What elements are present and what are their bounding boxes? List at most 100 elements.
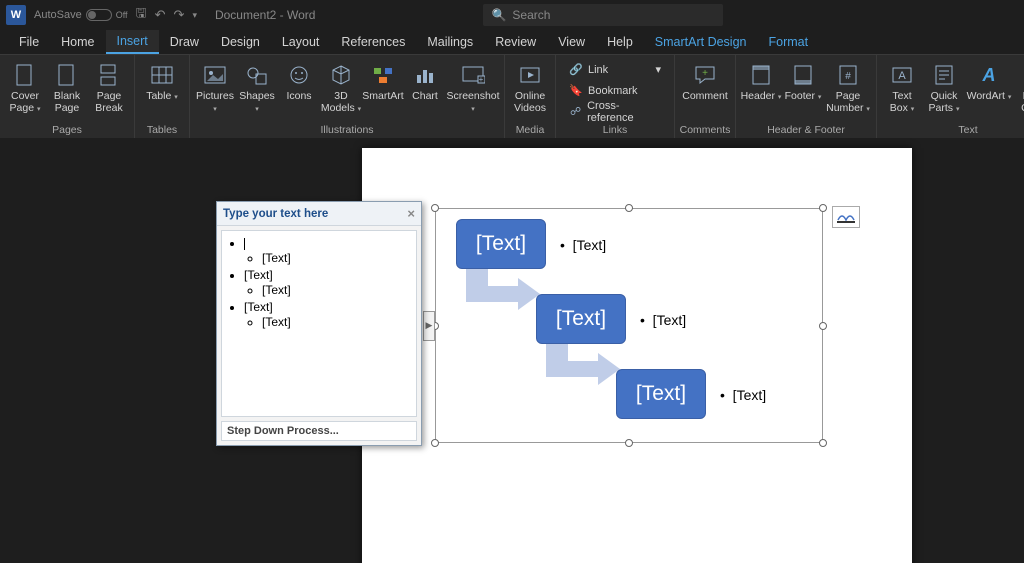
group-label: Links xyxy=(560,124,670,138)
search-input[interactable]: 🔍 Search xyxy=(483,4,723,26)
tab-references[interactable]: References xyxy=(330,31,416,53)
link-label: Link xyxy=(588,64,608,76)
table-icon xyxy=(150,61,174,89)
autosave-label: AutoSave xyxy=(34,9,82,21)
footer-button[interactable]: Footer ▾ xyxy=(782,57,824,124)
quick-parts-button[interactable]: QuickParts ▾ xyxy=(923,57,965,124)
resize-handle[interactable] xyxy=(819,439,827,447)
smartart-box-2[interactable]: [Text] xyxy=(616,369,706,419)
drop-cap-button[interactable]: DropCap ▾ xyxy=(1013,57,1024,124)
tab-help[interactable]: Help xyxy=(596,31,644,53)
page-number-button[interactable]: PageNumber ▾ xyxy=(824,57,872,124)
tab-file[interactable]: File xyxy=(8,31,50,53)
smartart-frame[interactable]: ▶ [Text]• [Text][Text]• [Text][Text]• [T… xyxy=(435,208,823,443)
word-app-icon: W xyxy=(6,5,26,25)
textpane-title-label: Type your text here xyxy=(223,208,328,220)
smartart-button[interactable]: SmartArt xyxy=(362,57,404,124)
chart-button[interactable]: Chart xyxy=(404,57,446,124)
group-comments: CommentComments xyxy=(675,55,736,138)
screenshot-icon xyxy=(461,61,485,89)
smartart-bullet-2[interactable]: • [Text] xyxy=(720,387,766,403)
list-item[interactable]: [Text] xyxy=(262,250,410,266)
tab-format[interactable]: Format xyxy=(757,31,819,53)
page-number-label: PageNumber ▾ xyxy=(826,91,870,114)
header-button[interactable]: Header ▾ xyxy=(740,57,782,124)
list-item[interactable]: [Text] xyxy=(262,282,410,298)
tab-mailings[interactable]: Mailings xyxy=(416,31,484,53)
group-label: Illustrations xyxy=(194,124,500,138)
tab-home[interactable]: Home xyxy=(50,31,105,53)
page[interactable]: ▶ [Text] • [Text] [Text] • [Text] [Text] • [T… xyxy=(362,148,912,563)
blank-page-button[interactable]: BlankPage xyxy=(46,57,88,124)
smartart-box-1[interactable]: [Text] xyxy=(536,294,626,344)
search-icon: 🔍 xyxy=(491,8,506,22)
smartart-bullet-1[interactable]: • [Text] xyxy=(640,312,686,328)
redo-icon[interactable]: ↷ xyxy=(174,7,185,23)
group-label: Comments xyxy=(679,124,731,138)
smartart-text-pane[interactable]: Type your text here × [Text][Text][Text]… xyxy=(216,201,422,446)
icons-icon xyxy=(287,61,311,89)
tab-view[interactable]: View xyxy=(547,31,596,53)
page-number-icon xyxy=(836,61,860,89)
layout-options-icon xyxy=(837,210,855,224)
resize-handle[interactable] xyxy=(625,439,633,447)
shapes-icon xyxy=(245,61,269,89)
3d-models-button[interactable]: 3DModels ▾ xyxy=(320,57,362,124)
resize-handle[interactable] xyxy=(819,204,827,212)
quick-parts-label: QuickParts ▾ xyxy=(929,91,960,114)
resize-handle[interactable] xyxy=(625,204,633,212)
resize-handle[interactable] xyxy=(819,322,827,330)
shapes-label: Shapes ▾ xyxy=(236,91,278,114)
layout-options-button[interactable] xyxy=(832,206,860,228)
chart-icon xyxy=(413,61,437,89)
group-text: TextBox ▾QuickParts ▾WordArt ▾DropCap ▾T… xyxy=(877,55,1024,138)
pictures-button[interactable]: Pictures ▾ xyxy=(194,57,236,124)
icons-button[interactable]: Icons xyxy=(278,57,320,124)
smartart-bullet-0[interactable]: • [Text] xyxy=(560,237,606,253)
screenshot-label: Screenshot ▾ xyxy=(446,91,500,114)
list-item[interactable]: [Text][Text] xyxy=(244,267,410,299)
cross-ref-button[interactable]: ☍Cross-reference xyxy=(566,102,664,122)
tab-insert[interactable]: Insert xyxy=(106,30,159,54)
cross-ref-label: Cross-reference xyxy=(587,100,661,124)
textpane-body[interactable]: [Text][Text][Text][Text][Text] xyxy=(221,230,417,417)
tab-review[interactable]: Review xyxy=(484,31,547,53)
comment-button[interactable]: Comment xyxy=(679,57,731,124)
page-break-button[interactable]: PageBreak xyxy=(88,57,130,124)
qat-dropdown-icon[interactable]: ▾ xyxy=(192,10,197,21)
textpane-titlebar[interactable]: Type your text here × xyxy=(217,202,421,226)
tab-design[interactable]: Design xyxy=(210,31,271,53)
table-button[interactable]: Table ▾ xyxy=(139,57,185,124)
smartart-box-0[interactable]: [Text] xyxy=(456,219,546,269)
online-videos-button[interactable]: OnlineVideos xyxy=(509,57,551,124)
tab-draw[interactable]: Draw xyxy=(159,31,210,53)
online-videos-label: OnlineVideos xyxy=(514,91,546,114)
resize-handle[interactable] xyxy=(431,204,439,212)
resize-handle[interactable] xyxy=(431,439,439,447)
textpane-footer: Step Down Process... xyxy=(221,421,417,441)
list-item[interactable]: [Text][Text] xyxy=(244,299,410,331)
group-label: Header & Footer xyxy=(740,124,872,138)
list-item[interactable]: [Text] xyxy=(244,235,410,267)
textpane-toggle-icon[interactable]: ▶ xyxy=(423,311,435,341)
tab-layout[interactable]: Layout xyxy=(271,31,331,53)
footer-label: Footer ▾ xyxy=(785,91,822,103)
text-box-button[interactable]: TextBox ▾ xyxy=(881,57,923,124)
cover-page-icon xyxy=(13,61,37,89)
wordart-button[interactable]: WordArt ▾ xyxy=(965,57,1013,124)
blank-page-icon xyxy=(55,61,79,89)
footer-icon xyxy=(791,61,815,89)
screenshot-button[interactable]: Screenshot ▾ xyxy=(446,57,500,124)
undo-icon[interactable]: ↶ xyxy=(155,7,166,23)
cover-page-button[interactable]: CoverPage ▾ xyxy=(4,57,46,124)
list-item[interactable]: [Text] xyxy=(262,314,410,330)
autosave-toggle[interactable]: AutoSave Off xyxy=(34,9,128,21)
shapes-button[interactable]: Shapes ▾ xyxy=(236,57,278,124)
smartart-icon xyxy=(371,61,395,89)
tab-smartart-design[interactable]: SmartArt Design xyxy=(644,31,758,53)
save-icon[interactable]: 🖫 xyxy=(136,4,147,26)
link-button[interactable]: 🔗Link▾ xyxy=(566,60,664,80)
autosave-state: Off xyxy=(116,10,128,20)
bookmark-button[interactable]: 🔖Bookmark xyxy=(566,81,664,101)
close-icon[interactable]: × xyxy=(407,206,415,221)
